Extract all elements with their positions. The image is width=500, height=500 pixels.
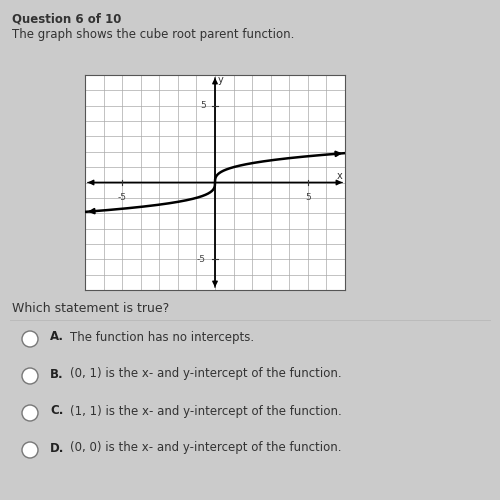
Text: 5: 5: [200, 101, 205, 110]
Circle shape: [22, 442, 38, 458]
Text: -5: -5: [196, 255, 205, 264]
Text: D.: D.: [50, 442, 64, 454]
Text: C.: C.: [50, 404, 64, 417]
Circle shape: [22, 331, 38, 347]
Circle shape: [22, 368, 38, 384]
Text: The function has no intercepts.: The function has no intercepts.: [70, 330, 254, 344]
Text: (0, 0) is the x- and y-intercept of the function.: (0, 0) is the x- and y-intercept of the …: [70, 442, 342, 454]
Text: 5: 5: [305, 193, 310, 202]
Text: B.: B.: [50, 368, 64, 380]
Text: A.: A.: [50, 330, 64, 344]
Text: Which statement is true?: Which statement is true?: [12, 302, 169, 315]
Circle shape: [22, 405, 38, 421]
Text: The graph shows the cube root parent function.: The graph shows the cube root parent fun…: [12, 28, 294, 41]
Text: (0, 1) is the x- and y-intercept of the function.: (0, 1) is the x- and y-intercept of the …: [70, 368, 342, 380]
Text: Question 6 of 10: Question 6 of 10: [12, 12, 122, 25]
Text: x: x: [336, 172, 342, 181]
Text: y: y: [218, 74, 224, 85]
Text: -5: -5: [118, 193, 126, 202]
Text: (1, 1) is the x- and y-intercept of the function.: (1, 1) is the x- and y-intercept of the …: [70, 404, 342, 417]
